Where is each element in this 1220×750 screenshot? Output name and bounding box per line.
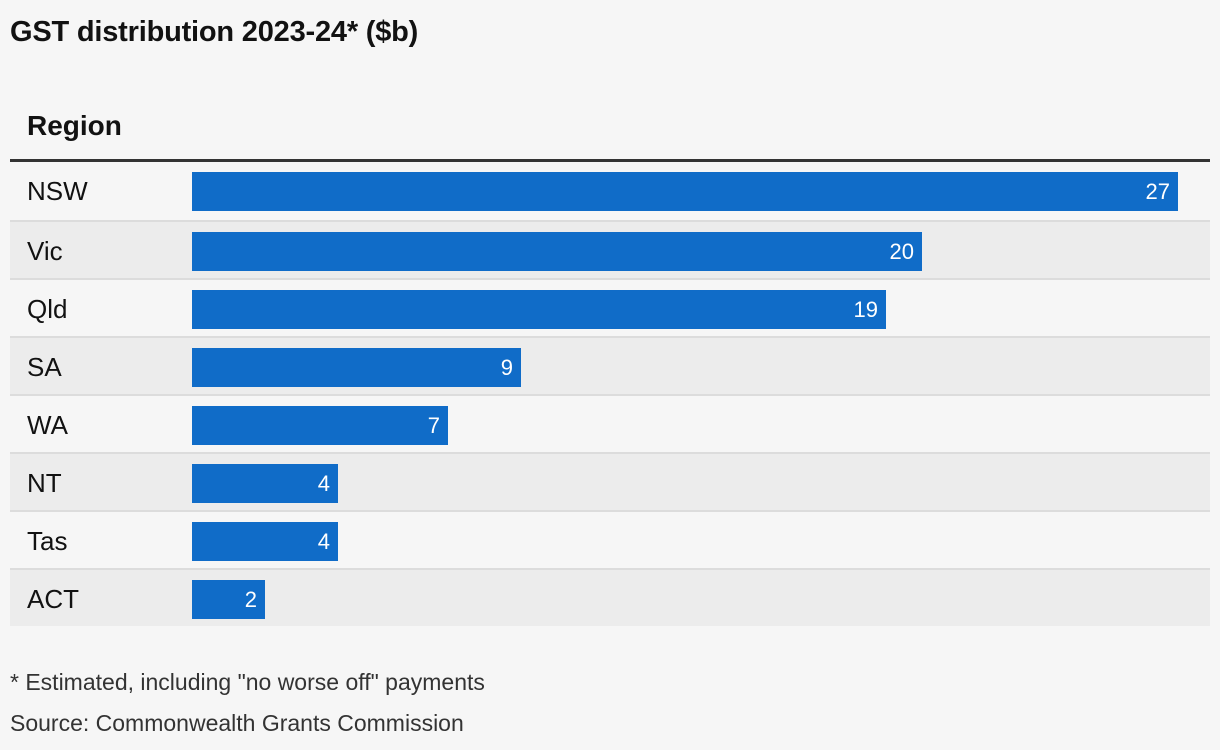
footnote: * Estimated, including "no worse off" pa…: [10, 669, 485, 695]
bar: 20: [192, 232, 922, 271]
bar: 2: [192, 580, 265, 619]
bar-value-label: 2: [244, 587, 257, 612]
source-note: Source: Commonwealth Grants Commission: [10, 710, 464, 736]
bar-value-label: 7: [427, 413, 440, 438]
table-row: ACT 2: [10, 568, 1210, 626]
table-row: Vic 20: [10, 220, 1210, 278]
table-row: Tas 4: [10, 510, 1210, 568]
bar-value-label: 4: [317, 471, 330, 496]
bar: 27: [192, 172, 1178, 211]
category-label: SA: [27, 352, 62, 382]
column-header-region: Region: [27, 110, 122, 141]
bar-chart: NSW 27 Vic 20 Qld 19 SA 9 WA 7 NT 4 Tas 4 ACT 2: [10, 162, 1210, 626]
bar-value-label: 9: [500, 355, 513, 380]
category-label: Vic: [27, 236, 63, 266]
bar: 19: [192, 290, 886, 329]
header-divider: [10, 159, 1210, 162]
table-row: NT 4: [10, 452, 1210, 510]
category-label: ACT: [27, 584, 79, 614]
category-label: Tas: [27, 526, 68, 556]
bar-value-label: 27: [1145, 179, 1170, 204]
bar-value-label: 19: [853, 297, 878, 322]
bar-value-label: 20: [889, 239, 914, 264]
table-row: NSW 27: [10, 162, 1210, 220]
category-label: WA: [27, 410, 68, 440]
category-label: NSW: [27, 176, 88, 206]
table-row: Qld 19: [10, 278, 1210, 336]
bar-value-label: 4: [317, 529, 330, 554]
bar: 4: [192, 522, 338, 561]
category-label: Qld: [27, 294, 68, 324]
bar: 9: [192, 348, 521, 387]
table-row: WA 7: [10, 394, 1210, 452]
chart-title: GST distribution 2023-24* ($b): [10, 16, 419, 48]
table-row: SA 9: [10, 336, 1210, 394]
bar: 4: [192, 464, 338, 503]
bar: 7: [192, 406, 448, 445]
category-label: NT: [27, 468, 62, 498]
